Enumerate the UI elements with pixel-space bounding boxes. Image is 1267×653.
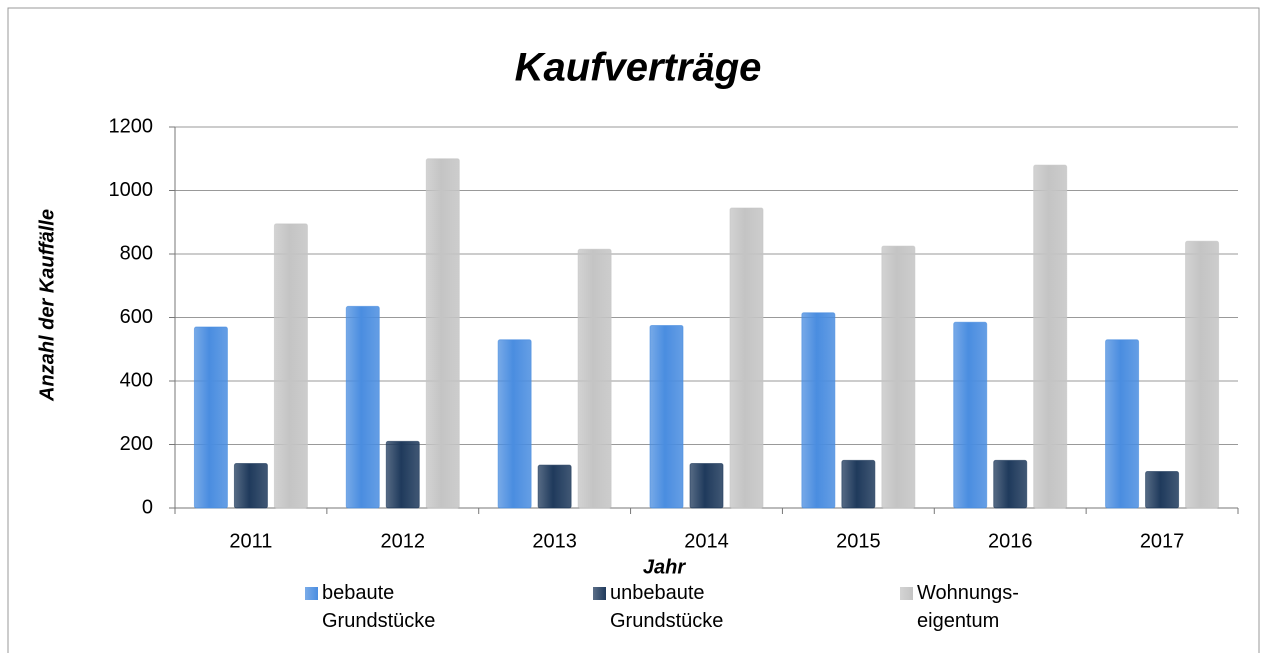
bar xyxy=(729,207,764,509)
y-tick-label: 800 xyxy=(120,242,153,264)
bar xyxy=(689,463,724,509)
bar xyxy=(649,324,684,509)
bar xyxy=(1033,164,1068,509)
legend-item: unbebaute Grundstücke xyxy=(593,579,763,635)
y-tick-label: 200 xyxy=(120,433,153,455)
legend-label: bebaute Grundstücke xyxy=(322,582,436,632)
x-tick-label: 2016 xyxy=(988,530,1033,552)
y-axis-label: Anzahl der Kauffälle xyxy=(36,209,58,402)
bar xyxy=(273,223,308,509)
legend-item: Wohnungs-eigentum xyxy=(900,579,1070,635)
legend-label: Wohnungs-eigentum xyxy=(917,582,1019,632)
x-tick-label: 2015 xyxy=(836,530,881,552)
x-tick-label: 2017 xyxy=(1140,530,1185,552)
legend-label: unbebaute Grundstücke xyxy=(610,582,724,632)
y-tick-label: 400 xyxy=(120,369,153,391)
bar xyxy=(497,339,532,509)
x-tick-label: 2011 xyxy=(229,530,272,552)
x-tick-label: 2013 xyxy=(532,530,577,552)
legend-swatch xyxy=(593,587,606,600)
bar xyxy=(953,321,988,509)
bar xyxy=(577,248,612,509)
bar xyxy=(841,459,876,509)
y-tick-label: 1000 xyxy=(109,179,154,201)
bar xyxy=(1105,339,1140,509)
chart-border xyxy=(7,7,1260,653)
bar xyxy=(193,326,228,509)
bar xyxy=(1185,240,1220,509)
x-axis-label: Jahr xyxy=(643,556,686,578)
x-tick-label: 2014 xyxy=(684,530,729,552)
y-tick-label: 0 xyxy=(142,496,153,518)
chart-title: Kaufverträge xyxy=(515,46,762,90)
legend-item: bebaute Grundstücke xyxy=(305,579,475,635)
bar xyxy=(801,312,836,509)
bar xyxy=(993,459,1028,509)
legend-swatch xyxy=(305,587,318,600)
legend-swatch xyxy=(900,587,913,600)
y-tick-label: 1200 xyxy=(109,115,154,137)
bar xyxy=(233,463,268,509)
bar xyxy=(881,245,916,509)
x-tick-label: 2012 xyxy=(381,530,426,552)
bar xyxy=(385,440,420,509)
y-tick-label: 600 xyxy=(120,306,153,328)
bar xyxy=(1145,470,1180,509)
bar xyxy=(345,305,380,509)
bar xyxy=(537,464,572,509)
bar xyxy=(425,158,460,509)
